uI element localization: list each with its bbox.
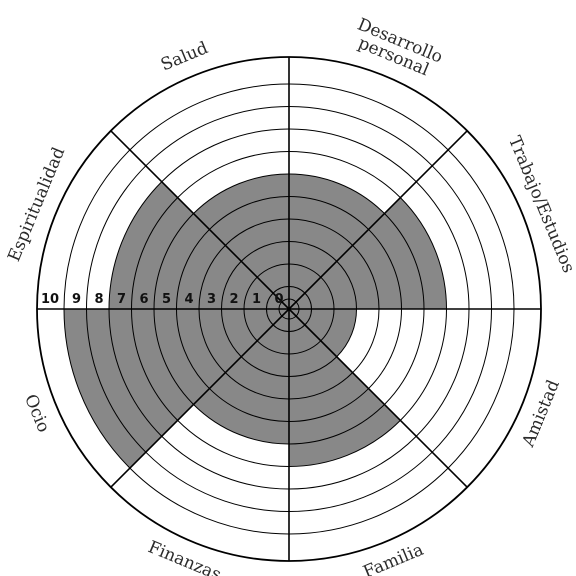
sector-dividers: [37, 57, 541, 561]
category-label-text: Amistad: [518, 377, 564, 451]
category-label-text: Salud: [158, 38, 211, 75]
tick-label: 2: [229, 292, 238, 307]
category-label-text: Ocio: [20, 392, 53, 436]
tick-label: 5: [162, 292, 171, 307]
sector-finanzas: [193, 309, 289, 444]
tick-label: 6: [139, 292, 148, 307]
divider-line: [288, 130, 468, 310]
filled-sectors: [64, 174, 447, 469]
category-label-text: Trabajo/Estudios: [504, 133, 576, 276]
divider-line: [110, 130, 290, 310]
sector-familia: [289, 309, 401, 467]
sector-salud: [193, 174, 289, 309]
category-label-trabajo-estudios: Trabajo/Estudios: [504, 133, 576, 276]
tick-label: 0: [274, 292, 283, 307]
category-label-text: Finanzas: [145, 537, 224, 576]
category-label-text: Familia: [360, 540, 426, 576]
sector-trabajo-estudios: [289, 197, 447, 309]
tick-label: 9: [72, 292, 81, 307]
sector-amistad: [289, 309, 357, 357]
sector-espiritualidad: [109, 181, 289, 309]
divider-line: [110, 308, 290, 488]
scale-tick-labels: 10 9 8 7 6 5 4 3 2 1 0: [41, 292, 284, 307]
category-label-salud: Salud: [158, 38, 211, 75]
category-label-amistad: Amistad: [518, 377, 564, 451]
divider-line: [288, 308, 468, 488]
tick-label: 4: [184, 292, 193, 307]
sector-desarrollo-personal: [289, 174, 385, 309]
tick-label: 7: [117, 292, 126, 307]
tick-label: 10: [41, 292, 59, 307]
sector-ocio: [64, 309, 289, 469]
category-label-ocio: Ocio: [20, 392, 53, 436]
tick-label: 3: [207, 292, 216, 307]
category-label-finanzas: Finanzas: [145, 537, 224, 576]
tick-label: 8: [94, 292, 103, 307]
tick-label: 1: [252, 292, 261, 307]
category-label-familia: Familia: [360, 540, 426, 576]
